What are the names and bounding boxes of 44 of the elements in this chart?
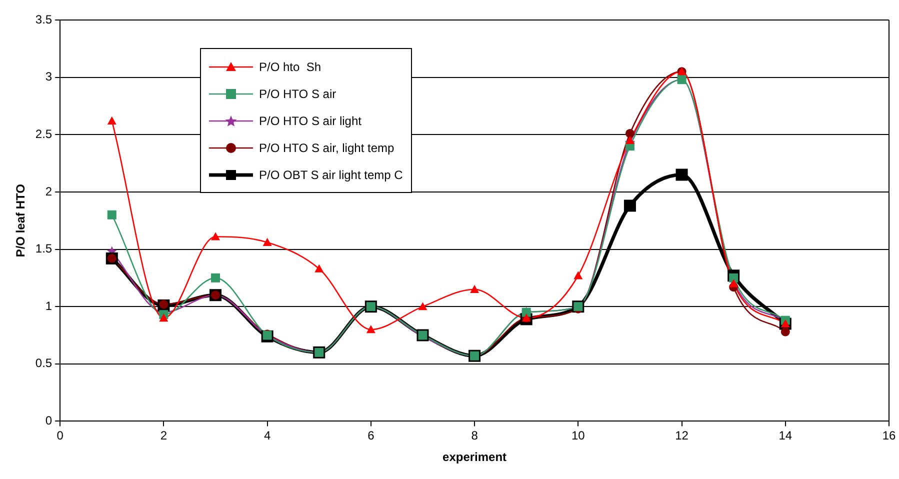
x-tick-label: 12 [675, 428, 689, 443]
point [159, 300, 168, 309]
point [470, 284, 480, 293]
legend-label: P/O hto Sh [259, 60, 322, 74]
x-tick-label: 16 [882, 428, 896, 443]
y-tick-label: 2.5 [35, 126, 52, 141]
point [262, 238, 272, 246]
x-tick-label: 10 [571, 428, 586, 443]
point [211, 273, 220, 282]
y-tick-label: 0 [45, 414, 52, 428]
point [780, 327, 790, 336]
legend-label: P/O HTO S air [259, 86, 336, 100]
x-axis-title: experiment [442, 450, 507, 464]
point [418, 302, 428, 310]
point [107, 210, 116, 220]
point [729, 273, 738, 282]
point [574, 271, 583, 280]
point [729, 279, 738, 288]
legend-label: P/O OBT S air light temp C [259, 168, 403, 182]
x-tick-label: 8 [471, 428, 478, 443]
x-tick-label: 2 [160, 428, 168, 443]
y-axis-title: P/O leaf HTO [14, 184, 28, 258]
x-tick-label: 6 [368, 428, 375, 443]
y-tick-label: 3 [45, 70, 52, 84]
point [366, 324, 376, 334]
legend-label: P/O HTO S air light [259, 114, 362, 128]
legend-label: P/O HTO S air, light temp [259, 140, 394, 154]
x-tick-label: 0 [56, 428, 64, 443]
point [159, 314, 168, 322]
point [625, 136, 634, 144]
y-tick-label: 1 [45, 298, 52, 313]
y-tick-label: 0.5 [35, 356, 52, 370]
point [211, 232, 220, 240]
point [676, 168, 688, 181]
point [624, 200, 636, 212]
x-tick-label: 4 [264, 428, 271, 443]
y-tick-label: 1.5 [35, 242, 52, 256]
point [780, 319, 790, 328]
x-tick-label: 14 [778, 428, 792, 443]
y-tick-label: 3.5 [35, 12, 52, 26]
point [314, 264, 324, 272]
point [107, 116, 116, 124]
point [625, 128, 634, 138]
y-tick-label: 2 [45, 184, 52, 198]
